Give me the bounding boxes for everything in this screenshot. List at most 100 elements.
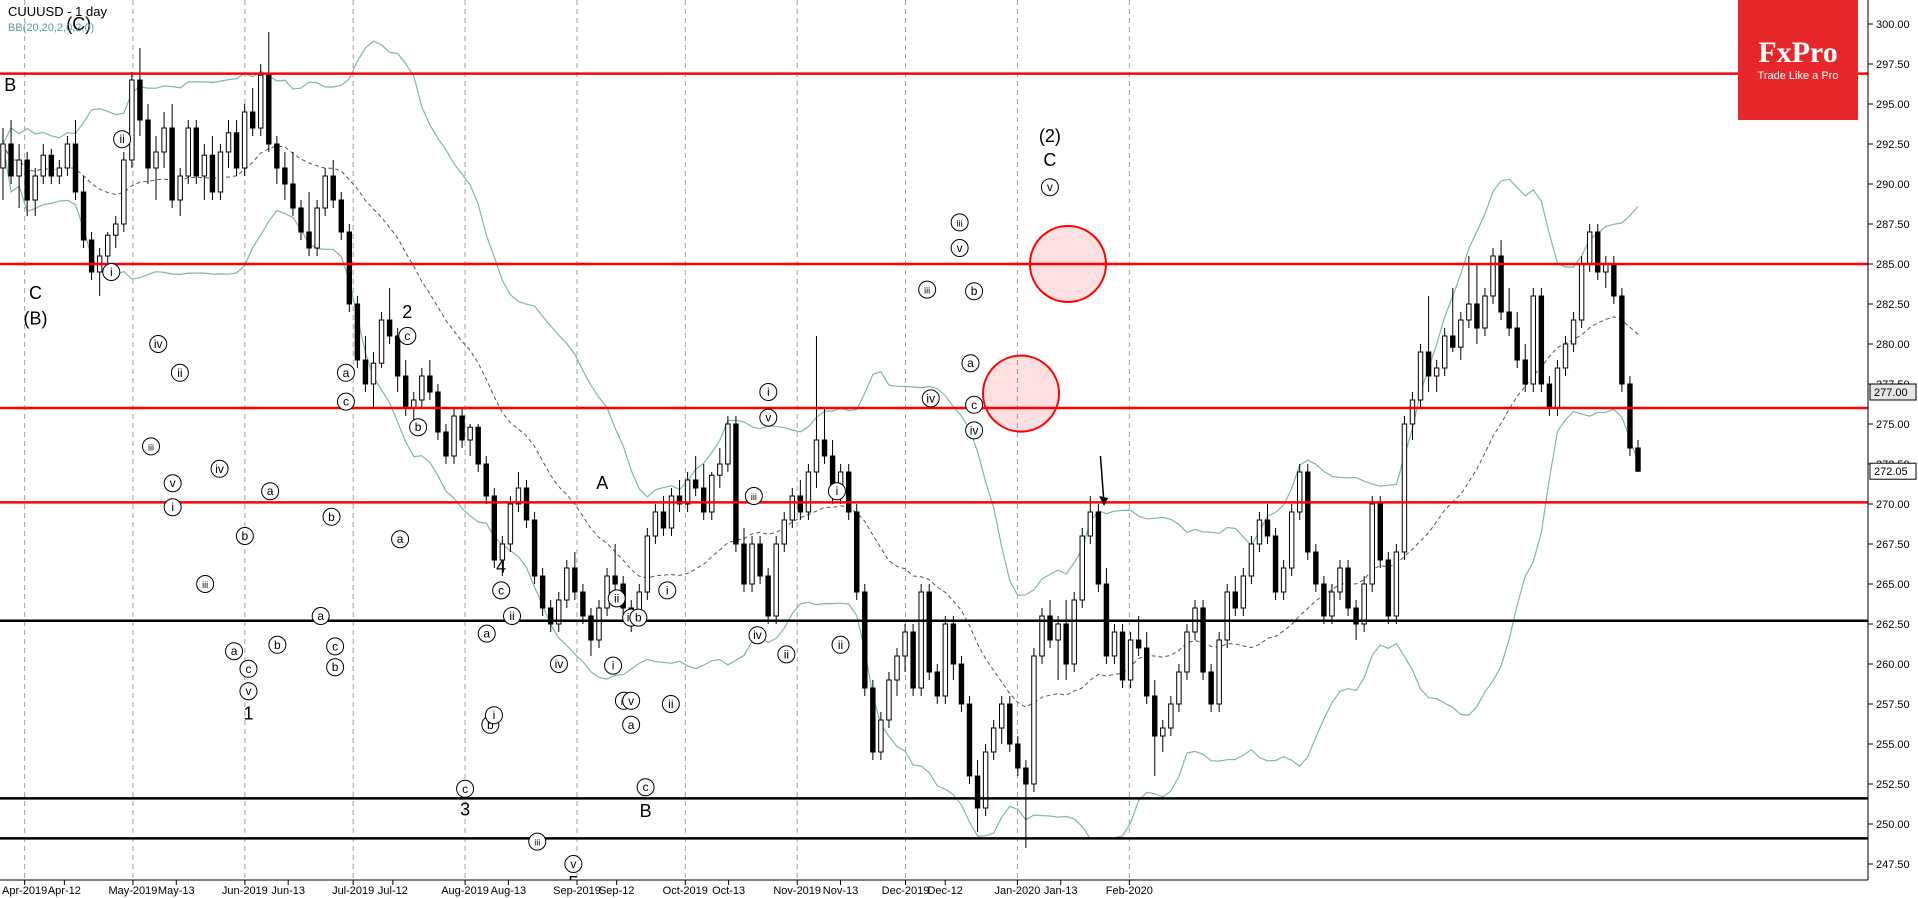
wave-label-ring [409, 418, 428, 437]
candle-body [24, 159, 30, 201]
candle [1272, 528, 1279, 600]
candle [1256, 512, 1263, 552]
wave-label-text: 2 [402, 302, 412, 322]
candle-body [596, 607, 602, 641]
candle [185, 120, 191, 184]
wave-label-text: i [836, 484, 839, 498]
candle [314, 200, 320, 256]
candle-body [1619, 295, 1625, 385]
wave-label-ring [528, 832, 547, 851]
candle-body [16, 159, 22, 177]
candle [290, 152, 296, 216]
y-tick-label: 257.50 [1876, 699, 1910, 711]
candle-body [1031, 655, 1037, 785]
candle-body [258, 74, 264, 129]
wave-label-text: i [493, 708, 496, 722]
candle [1393, 544, 1400, 624]
wave-label-text: b [328, 510, 335, 524]
candle-body [1522, 359, 1528, 385]
candle [1031, 648, 1037, 792]
candle [1160, 720, 1166, 752]
wave-label-text: a [267, 484, 274, 498]
candle [1224, 584, 1230, 648]
candle [346, 224, 353, 312]
candle-body [1635, 447, 1641, 472]
wave-label-text: iv [215, 462, 224, 476]
wave-label: i [827, 482, 846, 501]
candle-body [797, 495, 804, 513]
candle [129, 72, 135, 168]
wave-label-text: c [498, 583, 504, 597]
candle-body [1071, 599, 1077, 665]
candle [950, 616, 957, 680]
candle-body [1409, 399, 1416, 425]
candle-body [700, 487, 707, 513]
candle [588, 608, 594, 656]
wave-label: i [759, 383, 778, 401]
candle [1248, 536, 1255, 584]
candle-body [910, 631, 916, 689]
candle-body [64, 143, 71, 169]
wave-label-ring [918, 280, 937, 299]
candle [443, 424, 449, 464]
candle-body [725, 423, 731, 465]
candle-body [684, 479, 691, 505]
candle-body [1280, 567, 1287, 593]
wave-label-text: B [640, 801, 652, 821]
candle [24, 152, 30, 216]
candle-body [40, 154, 46, 177]
candle [1595, 224, 1601, 280]
wave-label: b [235, 527, 254, 545]
candle-body [1401, 423, 1408, 553]
candle [1433, 360, 1440, 392]
wave-label: a [391, 530, 410, 549]
candle-body [886, 679, 892, 721]
wave-label-text: iv [753, 628, 762, 642]
x-tick-label: Dec-12 [927, 885, 962, 897]
candle [169, 104, 175, 208]
candle-body [1119, 631, 1126, 681]
candle-body [121, 159, 127, 225]
highlight-circle [1028, 225, 1107, 303]
candle [1184, 624, 1190, 680]
candle [145, 104, 151, 184]
y-tick-label: 282.50 [1876, 299, 1910, 311]
chart-symbol-title: CUUUSD - 1 day [8, 4, 107, 19]
wave-label: b [965, 282, 984, 301]
candle [1506, 288, 1512, 336]
candle [556, 592, 562, 632]
wave-label-ring [965, 395, 984, 414]
candle-body [878, 719, 884, 753]
x-tick-label: Jun-13 [271, 885, 305, 897]
wave-label-ring [235, 527, 254, 545]
wave-label: v [759, 408, 778, 427]
candle-body [515, 487, 522, 505]
wave-label: (B) [23, 308, 47, 328]
candle [80, 176, 87, 248]
candle [1152, 680, 1158, 776]
candle-body [1288, 511, 1295, 569]
candle [435, 384, 441, 440]
candle-body [32, 175, 38, 201]
wave-label: iii [744, 487, 763, 505]
wave-label-ring [142, 437, 161, 456]
candle [773, 536, 779, 624]
wave-label: (2) [1039, 126, 1061, 146]
wave-label: ii [113, 130, 132, 149]
candle [137, 48, 143, 136]
wave-label-text: iii [148, 442, 154, 452]
candle-body [1417, 351, 1424, 401]
candle [266, 32, 272, 152]
candle [531, 512, 538, 584]
candle-body [1393, 551, 1400, 617]
candle [1369, 496, 1375, 592]
wave-label: c [456, 779, 475, 798]
candle [974, 760, 981, 832]
candle [845, 464, 852, 520]
candle-body [225, 132, 232, 153]
x-tick-label: Sep-2019 [553, 885, 601, 897]
candle-body [322, 175, 328, 209]
candle [1079, 528, 1085, 608]
candle [1280, 560, 1287, 600]
candle-body [1514, 327, 1520, 361]
